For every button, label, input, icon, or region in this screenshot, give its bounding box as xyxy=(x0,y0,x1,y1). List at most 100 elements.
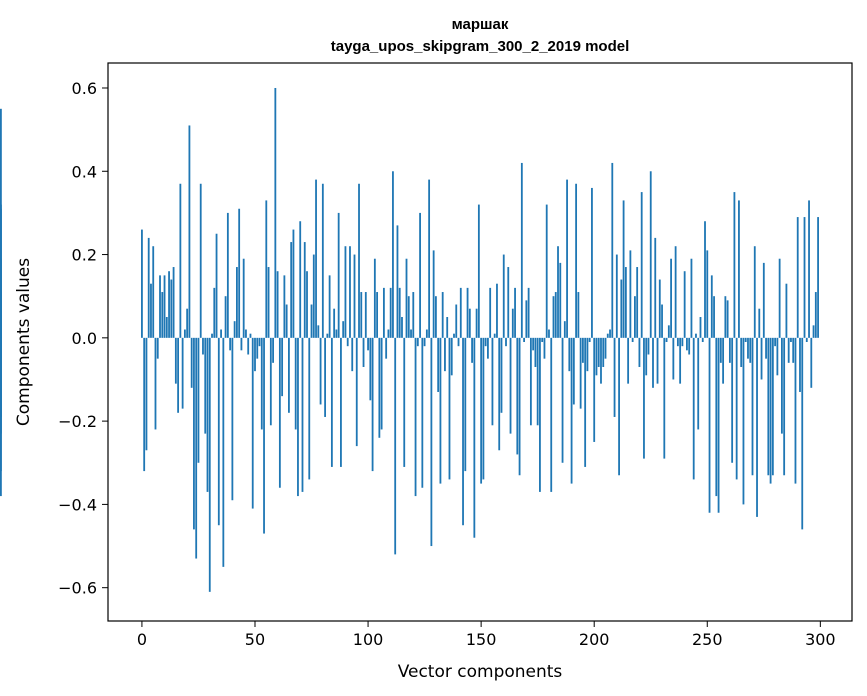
bar xyxy=(226,212,229,338)
x-tick-label: 150 xyxy=(466,630,497,649)
x-tick-label: 0 xyxy=(137,630,147,649)
bar xyxy=(315,179,317,338)
bars-group xyxy=(0,87,819,592)
bar xyxy=(749,337,752,363)
bar xyxy=(269,337,272,426)
bar xyxy=(597,337,600,367)
x-tick-label: 250 xyxy=(692,630,723,649)
bar xyxy=(369,337,372,401)
bar xyxy=(362,337,365,367)
bar xyxy=(471,337,473,363)
bar xyxy=(600,337,602,384)
bar xyxy=(340,337,342,467)
bar xyxy=(263,337,265,534)
bar xyxy=(514,287,516,338)
bar xyxy=(575,183,578,338)
bar xyxy=(342,321,345,338)
bar xyxy=(548,329,550,338)
x-axis-label: Vector components xyxy=(398,662,563,682)
bar xyxy=(715,337,718,497)
bar xyxy=(220,329,222,338)
bar xyxy=(477,204,480,338)
bar xyxy=(441,292,444,338)
bar xyxy=(328,275,331,338)
bar xyxy=(254,337,256,372)
bar xyxy=(242,258,245,338)
bar xyxy=(810,337,813,388)
bar xyxy=(771,337,774,476)
bar xyxy=(665,337,668,342)
bar xyxy=(640,192,643,338)
bar xyxy=(817,217,819,338)
bar xyxy=(778,258,781,338)
bar xyxy=(407,296,410,338)
bar xyxy=(245,329,247,338)
y-tick-label: 0.6 xyxy=(72,79,97,98)
bar xyxy=(634,296,636,338)
bar xyxy=(435,296,437,338)
bar xyxy=(373,258,376,338)
bar xyxy=(306,271,308,338)
bar xyxy=(156,337,159,359)
bar xyxy=(240,337,243,351)
bar xyxy=(152,246,155,338)
bar xyxy=(790,337,792,342)
bar xyxy=(767,337,770,476)
bar xyxy=(360,292,363,338)
bar xyxy=(468,308,471,338)
bar xyxy=(701,337,704,342)
bar xyxy=(195,337,198,559)
bar xyxy=(586,337,589,372)
bar xyxy=(154,337,157,430)
bar xyxy=(303,242,306,338)
bar xyxy=(717,337,720,513)
bar xyxy=(174,337,177,384)
bar xyxy=(751,337,754,476)
bar xyxy=(496,283,498,338)
bar xyxy=(518,337,521,476)
bar xyxy=(217,337,220,526)
bar xyxy=(398,287,401,338)
bar xyxy=(536,337,539,426)
bar xyxy=(724,296,727,338)
bar xyxy=(349,246,351,338)
bar xyxy=(394,337,397,555)
bar xyxy=(290,242,293,338)
bar xyxy=(141,229,143,338)
bar xyxy=(593,337,596,442)
bar xyxy=(193,337,195,530)
bar xyxy=(654,237,657,338)
bar xyxy=(563,321,566,338)
bar xyxy=(0,337,2,417)
bar xyxy=(0,333,2,338)
bar xyxy=(324,337,326,417)
bar xyxy=(353,254,356,338)
bar xyxy=(615,254,618,338)
bar xyxy=(679,337,682,384)
bar xyxy=(294,337,297,430)
bar xyxy=(457,337,460,347)
bar xyxy=(572,337,575,405)
bar xyxy=(568,337,571,372)
bar xyxy=(695,333,697,338)
bar xyxy=(181,337,184,409)
bar xyxy=(459,287,462,338)
bar xyxy=(389,287,392,338)
bar xyxy=(432,250,435,338)
bar xyxy=(663,337,666,459)
bar xyxy=(378,337,381,438)
bar xyxy=(392,171,394,338)
bar xyxy=(760,337,763,380)
bar xyxy=(165,317,168,338)
bar xyxy=(285,304,288,338)
bar xyxy=(631,337,634,342)
bar xyxy=(224,296,227,338)
bar xyxy=(256,337,259,359)
bar xyxy=(541,337,544,342)
bar xyxy=(661,304,663,338)
bar xyxy=(444,337,446,372)
bar xyxy=(756,337,758,517)
bar xyxy=(552,296,555,338)
bar xyxy=(570,337,573,484)
bar xyxy=(557,246,559,338)
